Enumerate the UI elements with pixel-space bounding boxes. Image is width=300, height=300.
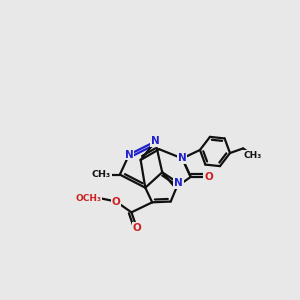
Text: O: O [204,172,213,182]
Text: CH₃: CH₃ [92,170,111,179]
Text: N: N [125,150,134,160]
Text: CH₃: CH₃ [244,151,262,160]
Text: O: O [132,223,141,233]
Text: N: N [178,153,187,164]
Text: N: N [151,136,160,146]
Text: O: O [112,196,120,206]
Text: N: N [174,178,183,188]
Text: OCH₃: OCH₃ [75,194,101,203]
